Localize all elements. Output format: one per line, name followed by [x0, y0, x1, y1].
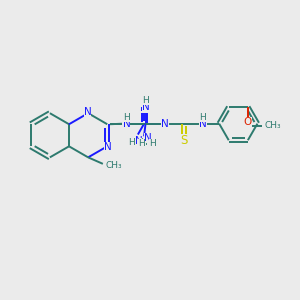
Text: N: N [135, 136, 142, 146]
Text: CH₃: CH₃ [264, 122, 281, 130]
Text: H: H [149, 139, 156, 148]
Text: N: N [199, 118, 207, 129]
Text: H: H [123, 113, 130, 122]
Text: H: H [140, 138, 147, 147]
Text: N: N [84, 107, 92, 117]
Text: N: N [144, 134, 152, 143]
Text: N: N [104, 142, 112, 152]
Text: H: H [200, 113, 206, 122]
Text: H: H [142, 97, 149, 106]
Text: H: H [123, 113, 130, 122]
Text: S: S [180, 134, 188, 147]
Text: CH₃: CH₃ [105, 160, 122, 169]
Text: N: N [122, 119, 129, 129]
Text: H: H [129, 138, 135, 147]
Text: N: N [122, 118, 130, 129]
Text: H: H [138, 139, 145, 148]
Text: N: N [161, 118, 169, 129]
Text: H: H [141, 98, 148, 107]
Text: N: N [142, 103, 149, 112]
Text: N: N [140, 103, 148, 113]
Text: O: O [244, 117, 252, 128]
